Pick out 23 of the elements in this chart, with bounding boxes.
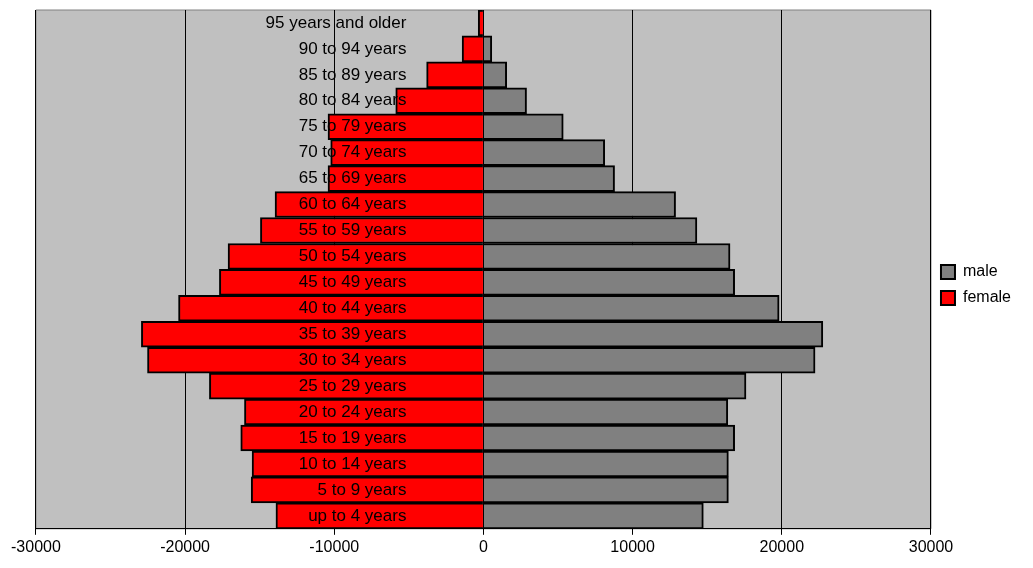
x-tick-label: -10000 xyxy=(309,537,360,555)
y-tick-label: 95 years and older xyxy=(265,12,407,32)
x-tick-label: -30000 xyxy=(11,537,61,555)
y-tick-label: 55 to 59 years xyxy=(298,220,407,240)
y-tick-label: 45 to 49 years xyxy=(298,272,407,292)
y-tick-label: 15 to 19 years xyxy=(298,427,407,447)
x-tick-label: 20000 xyxy=(759,537,805,555)
y-tick-label: 30 to 34 years xyxy=(298,349,407,369)
x-tick-label: 0 xyxy=(478,537,488,555)
y-tick-label: 20 to 24 years xyxy=(298,401,407,421)
y-tick-label: 40 to 44 years xyxy=(298,298,407,317)
x-tick-label: 10000 xyxy=(610,537,655,555)
legend-label: female xyxy=(962,288,1012,306)
y-tick-label: 35 to 39 years xyxy=(298,323,407,343)
y-tick-label: 10 to 14 years xyxy=(298,453,407,473)
y-tick-label: 60 to 64 years xyxy=(298,194,407,214)
y-tick-label: 25 to 29 years xyxy=(298,375,407,395)
x-tick-label: 30000 xyxy=(908,537,954,555)
legend-label: male xyxy=(962,262,998,280)
y-tick-label: 5 to 9 years xyxy=(317,479,407,499)
x-tick-label: -20000 xyxy=(160,537,211,555)
y-tick-label: up to 4 years xyxy=(308,505,407,525)
y-tick-label: 50 to 54 years xyxy=(298,246,407,266)
